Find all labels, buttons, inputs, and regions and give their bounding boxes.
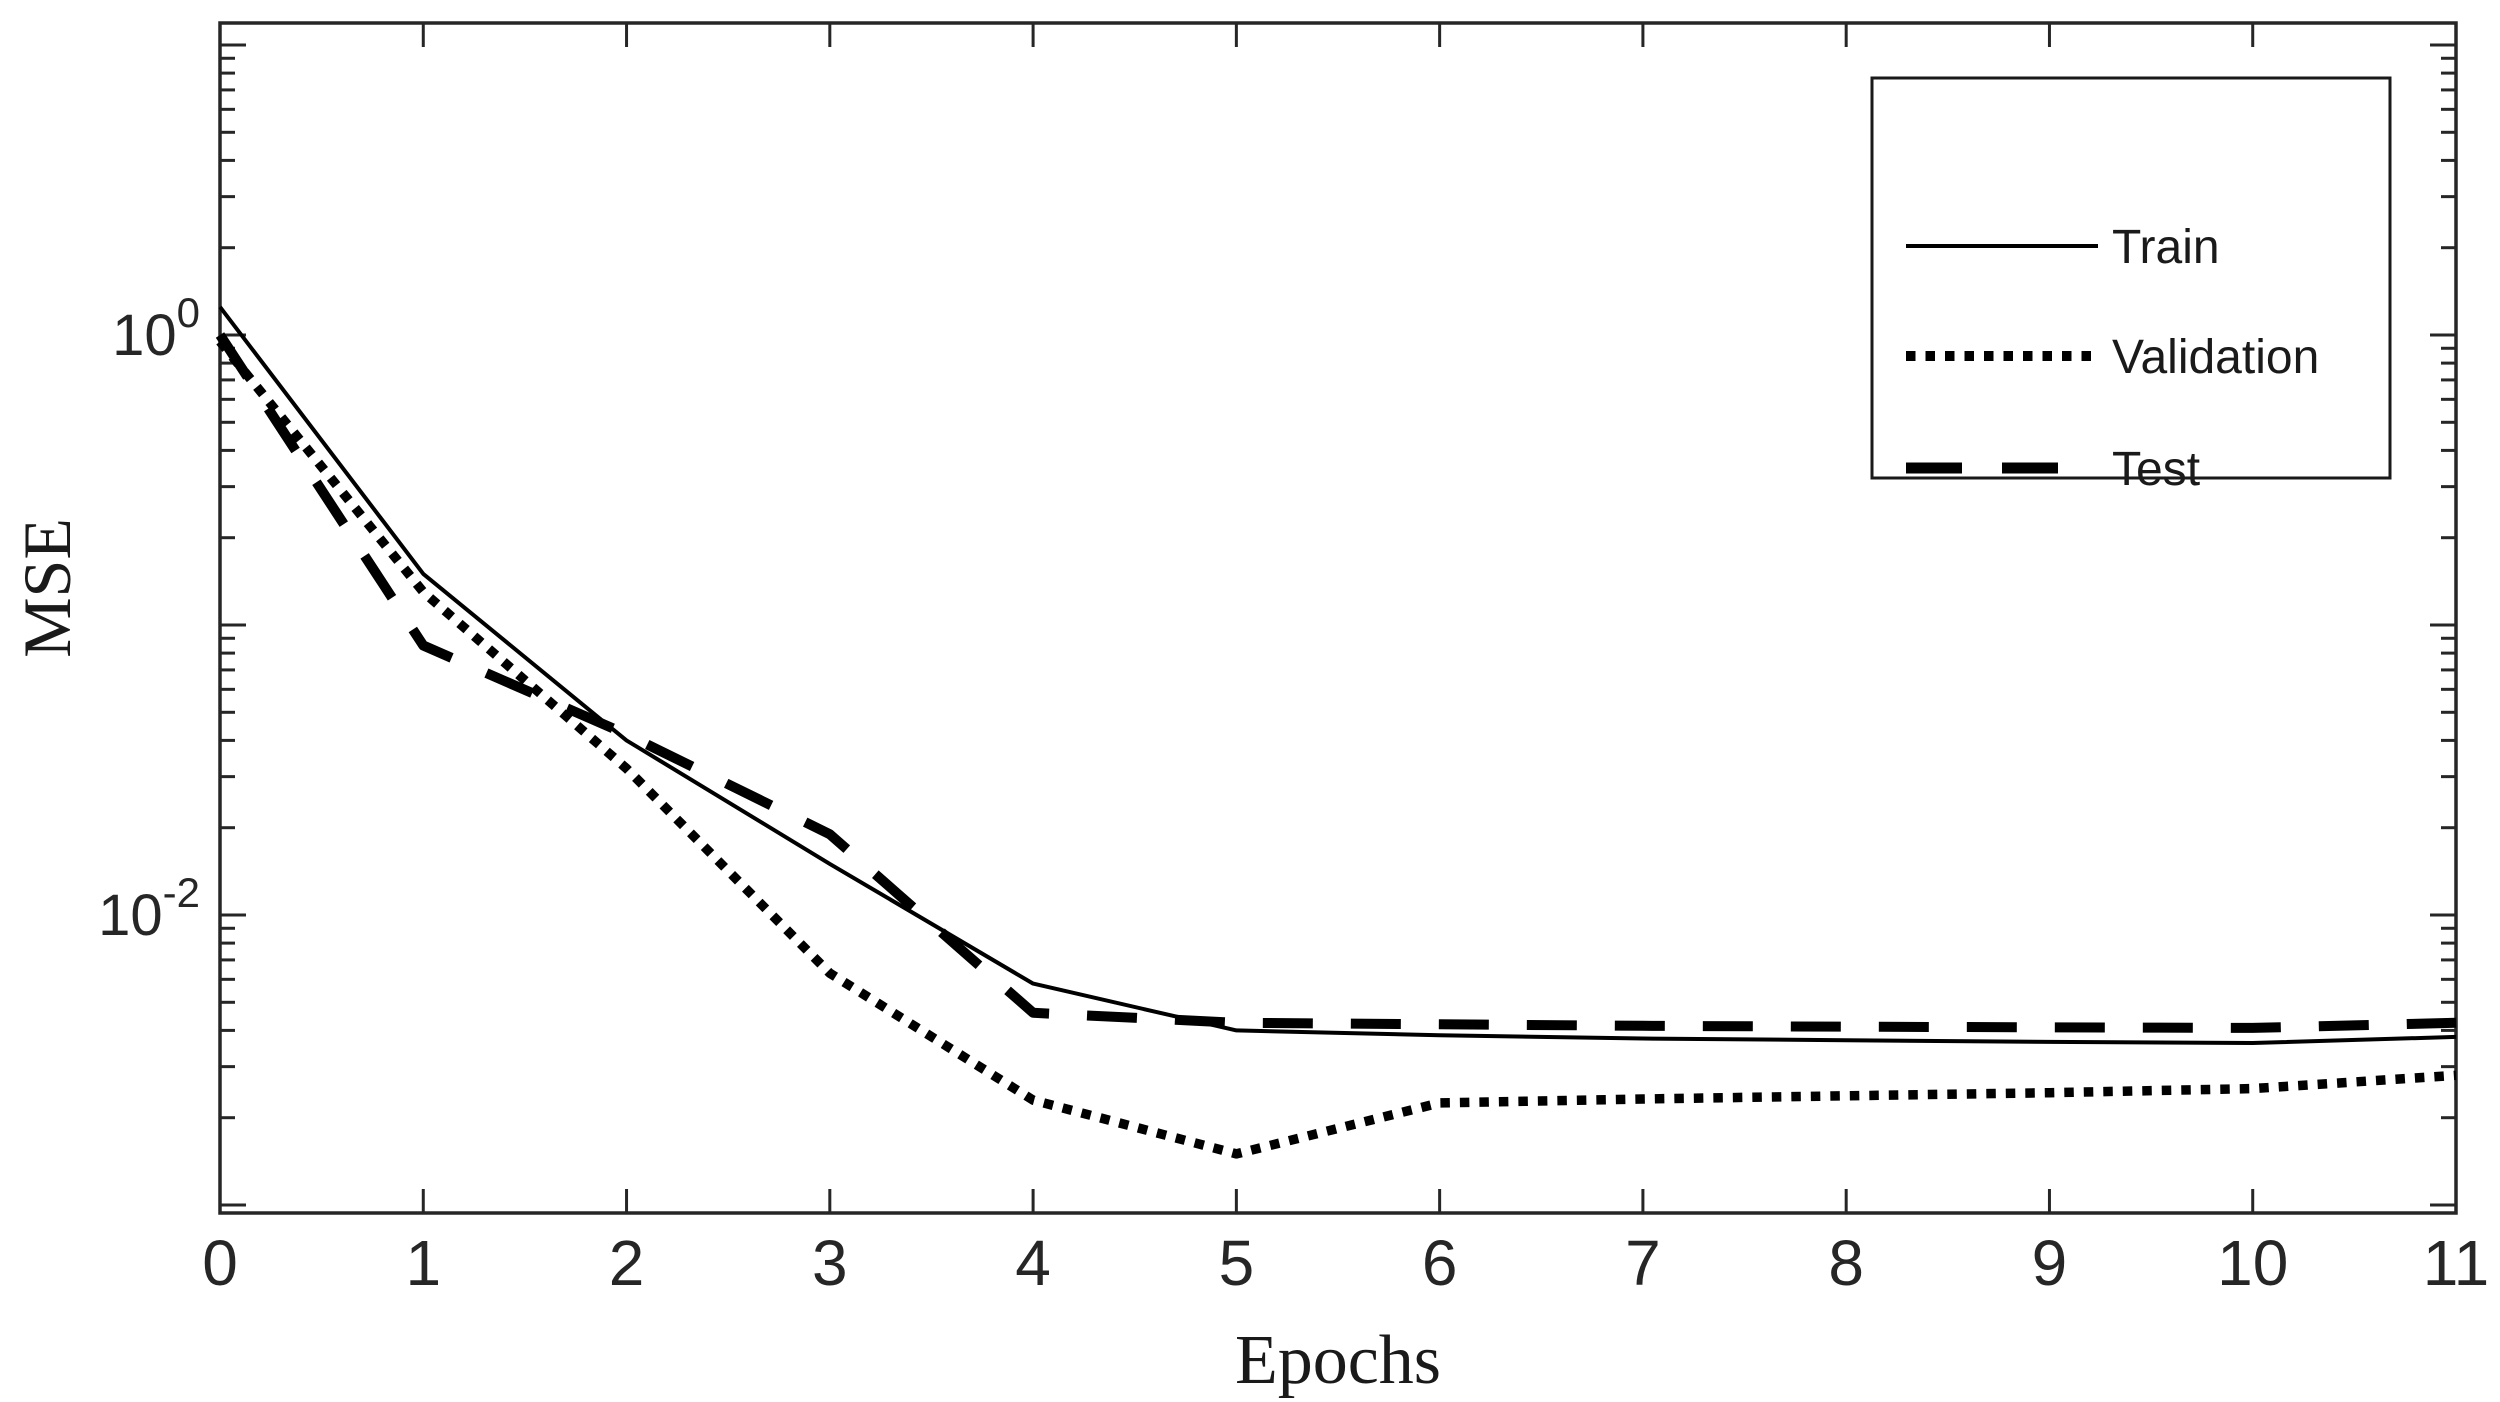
plot-curve-test: [215, 332, 2457, 1033]
x-tick-label: 9: [2032, 1227, 2068, 1299]
x-axis-label: Epochs: [1234, 1322, 1442, 1399]
x-tick-label: 7: [1625, 1227, 1661, 1299]
x-tick-label: 8: [1828, 1227, 1864, 1299]
x-tick-label: 11: [2423, 1227, 2489, 1299]
x-tick-label: 10: [2217, 1227, 2288, 1299]
legend-label: Test: [2112, 443, 2200, 496]
plot-curve-train: [218, 305, 2457, 1045]
plot-box: [218, 21, 2458, 1215]
x-tick-label: 5: [1219, 1227, 1255, 1299]
plot-curve-validation: [216, 338, 2457, 1159]
legend-label: Validation: [2112, 331, 2319, 384]
legend-box: [1870, 76, 2392, 480]
x-tick-label: 2: [609, 1227, 645, 1299]
y-tick-label: 10-2: [98, 869, 200, 948]
x-tick-label: 0: [202, 1227, 238, 1299]
y-axis-label: MSE: [9, 518, 85, 658]
x-tick-label: 6: [1422, 1227, 1458, 1299]
x-tick-label: 4: [1015, 1227, 1051, 1299]
x-tick-label: 3: [812, 1227, 848, 1299]
legend-label: Train: [2112, 221, 2220, 274]
x-tick-label: 1: [405, 1227, 441, 1299]
y-tick-label: 100: [112, 289, 200, 368]
